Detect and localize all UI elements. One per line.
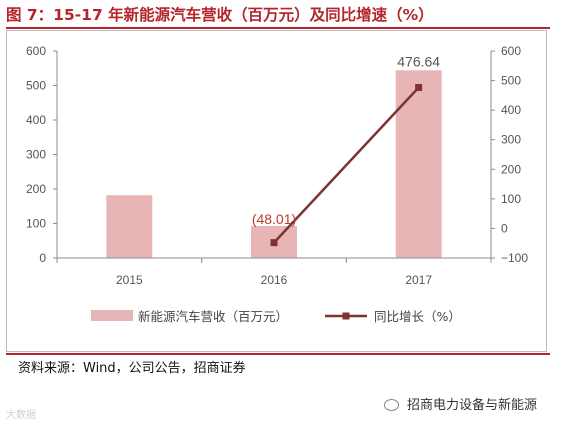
left-tick-label: 600 [26, 44, 46, 58]
growth-marker [415, 83, 423, 91]
right-tick-label: −100 [501, 251, 528, 265]
left-tick-label: 300 [26, 148, 46, 162]
chart-frame [6, 30, 547, 352]
right-axis: −100 0 100 200 300 400 500 600 [490, 44, 528, 265]
wechat-icon [384, 399, 399, 411]
legend: 新能源汽车营收（百万元） 同比增长（%） [91, 309, 461, 324]
source-note: 资料来源：Wind，公司公告，招商证券 [18, 361, 246, 376]
right-tick-label: 0 [501, 221, 508, 235]
legend-label-line: 同比增长（%） [374, 309, 461, 324]
data-label-2017: 476.64 [397, 53, 440, 69]
x-tick-label: 2016 [261, 273, 288, 287]
left-tick-label: 0 [39, 251, 46, 265]
title-rule [6, 27, 550, 29]
x-axis: 2015 2016 2017 [56, 257, 492, 287]
x-tick-label: 2017 [405, 273, 432, 287]
bar [106, 195, 153, 258]
right-tick-label: 600 [501, 44, 521, 58]
growth-marker [270, 239, 278, 247]
watermark-left: 大数据 [6, 410, 36, 421]
data-label-2016: (48.01) [252, 211, 296, 227]
left-tick-label: 400 [26, 113, 46, 127]
bar [395, 70, 442, 258]
line-series [270, 83, 423, 247]
right-tick-label: 500 [501, 74, 521, 88]
legend-label-bar: 新能源汽车营收（百万元） [138, 309, 288, 324]
left-tick-label: 500 [26, 79, 46, 93]
left-tick-label: 100 [26, 217, 46, 231]
left-axis: 0 100 200 300 400 500 600 [26, 44, 58, 265]
watermark-right-label: 招商电力设备与新能源 [407, 398, 538, 413]
right-tick-label: 200 [501, 162, 521, 176]
right-tick-label: 300 [501, 133, 521, 147]
growth-line [273, 86, 420, 244]
right-tick-label: 400 [501, 103, 521, 117]
left-tick-label: 200 [26, 182, 46, 196]
source-rule [6, 353, 550, 355]
bar-series [106, 70, 442, 258]
legend-swatch-marker [342, 312, 350, 320]
data-labels: (48.01) 476.64 [252, 53, 440, 227]
x-tick-label: 2015 [116, 273, 143, 287]
chart-title: 图 7：15-17 年新能源汽车营收（百万元）及同比增速（%） [6, 6, 434, 24]
legend-swatch-bar [91, 310, 133, 321]
watermark-right: 招商电力设备与新能源 [384, 394, 537, 413]
right-tick-label: 100 [501, 192, 521, 206]
